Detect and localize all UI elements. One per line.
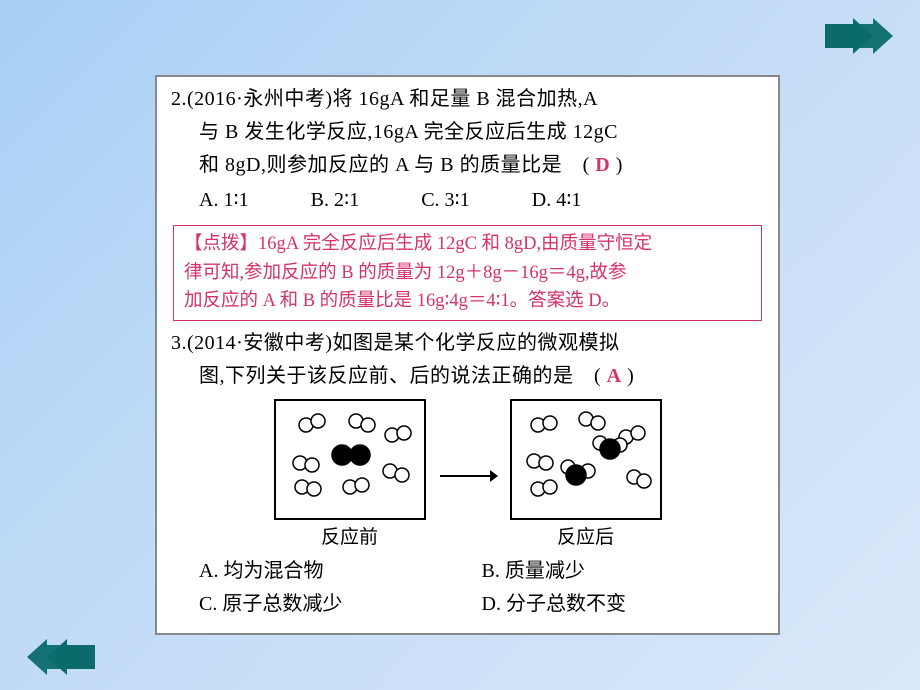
q3-options: A. 均为混合物 B. 质量减少 C. 原子总数减少 D. 分子总数不变: [171, 555, 764, 621]
q3-optA: A. 均为混合物: [199, 555, 482, 588]
hint-l3: 加反应的 A 和 B 的质量比是 16g∶4g＝4∶1。答案选 D。: [184, 287, 751, 316]
reaction-diagram: 反应前 反应后: [171, 399, 764, 553]
q3-close: ): [627, 365, 634, 387]
q3-optD: D. 分子总数不变: [482, 588, 765, 621]
q2-line3: 和 8gD,则参加反应的 A 与 B 的质量比是 ( D ): [171, 149, 764, 182]
q3-optC: C. 原子总数减少: [199, 588, 482, 621]
q3-stem-end: 图,下列关于该反应前、后的说法正确的是 (: [199, 365, 601, 387]
q3-answer: A: [607, 365, 622, 387]
q3-line2: 图,下列关于该反应前、后的说法正确的是 ( A ): [171, 360, 764, 393]
nav-arrow-prev[interactable]: [25, 639, 95, 680]
nav-arrow-next[interactable]: [825, 18, 895, 59]
q2-options: A. 1∶1 B. 2∶1 C. 3∶1 D. 4∶1: [171, 184, 764, 217]
q2-answer: D: [595, 154, 610, 176]
q2-optC: C. 3∶1: [421, 184, 470, 217]
before-box: [274, 399, 426, 520]
before-col: 反应前: [274, 399, 426, 553]
hint-box: 【点拨】16gA 完全反应后生成 12gC 和 8gD,由质量守恒定 律可知,参…: [173, 225, 762, 321]
hint-l1: 【点拨】16gA 完全反应后生成 12gC 和 8gD,由质量守恒定: [184, 230, 751, 259]
q2-close: ): [616, 154, 623, 176]
q2-optB: B. 2∶1: [311, 184, 360, 217]
q2-optA: A. 1∶1: [199, 184, 249, 217]
q2-stem-end: 和 8gD,则参加反应的 A 与 B 的质量比是 (: [199, 154, 590, 176]
q2-line1: 2.(2016·永州中考)将 16gA 和足量 B 混合加热,A: [171, 83, 764, 116]
after-box: [510, 399, 662, 520]
reaction-arrow-icon: [438, 466, 498, 486]
q2-optD: D. 4∶1: [532, 184, 582, 217]
q3-optB: B. 质量减少: [482, 555, 765, 588]
content-panel: 2.(2016·永州中考)将 16gA 和足量 B 混合加热,A 与 B 发生化…: [155, 75, 780, 635]
before-label: 反应前: [321, 522, 378, 553]
after-col: 反应后: [510, 399, 662, 553]
after-label: 反应后: [557, 522, 614, 553]
hint-l2: 律可知,参加反应的 B 的质量为 12g＋8g－16g＝4g,故参: [184, 259, 751, 288]
q3-line1: 3.(2014·安徽中考)如图是某个化学反应的微观模拟: [171, 327, 764, 360]
q2-line2: 与 B 发生化学反应,16gA 完全反应后生成 12gC: [171, 116, 764, 149]
